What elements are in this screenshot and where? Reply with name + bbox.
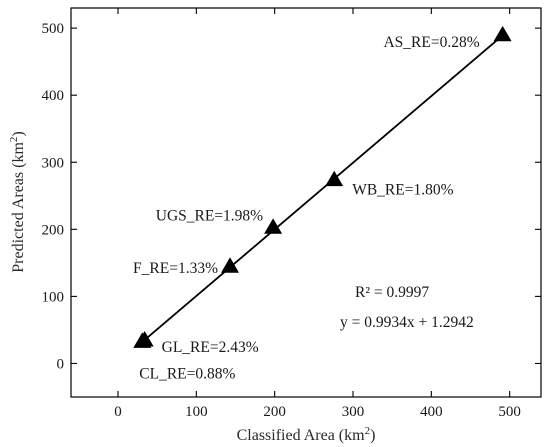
x-tick-label: 300 [342,404,365,420]
y-tick-label: 300 [42,155,65,171]
data-point [264,218,283,234]
point-labels: CL_RE=0.88% GL_RE=2.43% F_RE=1.33% UGS_RE=1… [133,34,480,383]
point-label: WB_RE=1.80% [352,182,453,199]
point-label: GL_RE=2.43% [162,339,259,356]
y-tick-label: 100 [42,289,65,305]
point-label: F_RE=1.33% [133,260,218,277]
stat-r2: R² = 0.9997 [355,284,429,301]
data-point [493,25,512,42]
x-tick-label: 500 [498,404,521,420]
x-tick-label: 200 [263,404,286,420]
regression-line [141,34,504,343]
axis-ticks [71,8,541,397]
x-tick-label: 0 [114,404,122,420]
y-tick-label: 0 [57,356,65,372]
y-tick-label: 500 [42,21,65,37]
data-point [325,170,344,187]
y-tick-label: 400 [42,88,65,104]
data-point [221,257,240,273]
point-label: AS_RE=0.28% [383,34,479,51]
point-label: CL_RE=0.88% [139,365,235,382]
data-point [135,330,154,347]
x-axis-title: Classified Area (km2) [237,425,376,444]
x-tick-label: 100 [185,404,208,420]
y-tick-label: 200 [42,222,65,238]
plot-frame [70,7,542,398]
x-tick-label: 400 [420,404,443,420]
stat-equation: y = 0.9934x + 1.2942 [340,314,474,331]
point-label: UGS_RE=1.98% [156,207,263,224]
data-points [133,25,512,348]
y-axis-title: Predicted Areas (km2) [8,131,27,272]
axis-tick-labels: 0 100 200 300 400 500 0 100 200 300 400 500 [42,21,521,420]
